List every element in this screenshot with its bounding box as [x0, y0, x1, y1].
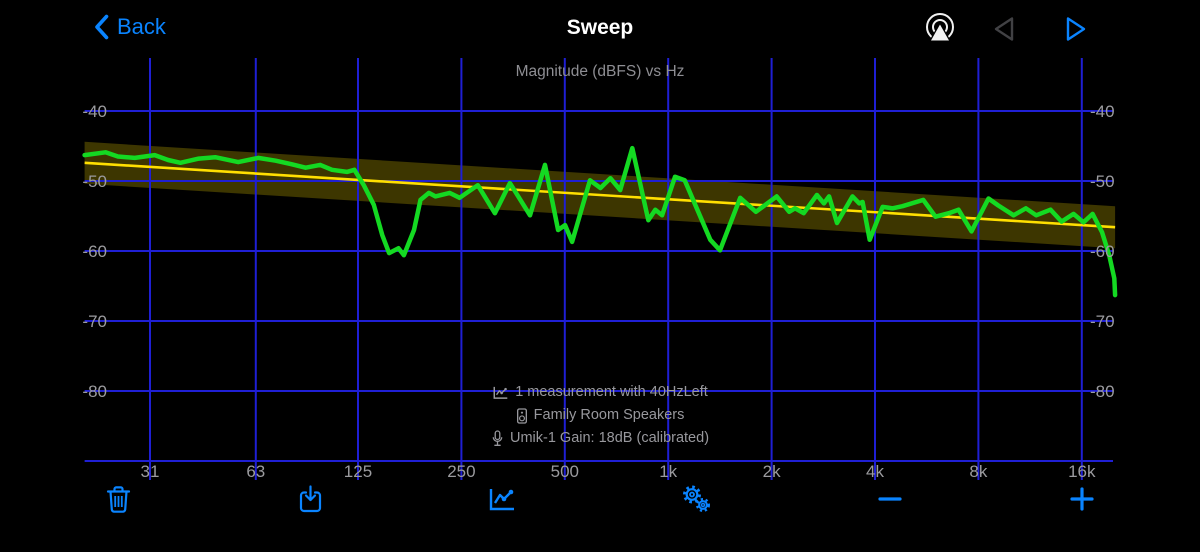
y-tick-label: -60 [82, 242, 107, 261]
line-chart-icon [493, 386, 508, 399]
minus-icon [878, 497, 902, 501]
chart-title: Magnitude (dBFS) vs Hz [516, 63, 685, 80]
nav-bar: Back Sweep [0, 0, 1200, 56]
speaker-name-row: Family Room Speakers [0, 404, 1200, 427]
next-measurement-button[interactable] [1058, 11, 1094, 47]
y-tick-label: -70 [82, 312, 107, 331]
back-button[interactable]: Back [94, 14, 166, 40]
speaker-name-text: Family Room Speakers [533, 407, 685, 423]
y-tick-label: -80 [82, 382, 107, 401]
y-tick-label: -50 [82, 172, 107, 191]
axis-labels: -40 -40 -50 -50 -60 -60 -70 -70 -80 -80 31 63 125 250… [82, 102, 1114, 481]
x-tick-label: 16k [1068, 462, 1096, 481]
airplay-audio-icon [926, 13, 954, 42]
speaker-icon [516, 407, 527, 424]
x-tick-label: 500 [551, 462, 579, 481]
x-tick-label: 1k [659, 462, 677, 481]
next-triangle-icon [1066, 17, 1086, 41]
measurement-count-row: 1 measurement with 40HzLeft [0, 381, 1200, 404]
x-tick-label: 125 [344, 462, 372, 481]
microphone-text: Umik-1 Gain: 18dB (calibrated) [509, 430, 710, 446]
x-tick-label: 31 [141, 462, 160, 481]
measurement-count-text: 1 measurement with 40HzLeft [515, 384, 708, 400]
y-tick-label: -70 [1090, 312, 1115, 331]
microphone-row: Umik-1 Gain: 18dB (calibrated) [0, 427, 1200, 450]
prev-triangle-icon [994, 17, 1014, 41]
x-tick-label: 8k [969, 462, 987, 481]
zoom-in-button[interactable] [1060, 477, 1104, 521]
gears-icon [682, 485, 710, 512]
y-tick-label: -80 [1090, 382, 1115, 401]
trash-icon [106, 486, 130, 513]
chart-view-button[interactable] [480, 477, 524, 521]
y-tick-label: -40 [82, 102, 107, 121]
measurement-info: 1 measurement with 40HzLeft Family Room … [0, 381, 1200, 450]
x-tick-label: 63 [246, 462, 265, 481]
y-tick-label: -60 [1090, 242, 1115, 261]
grid-lines [84, 58, 1113, 480]
prev-measurement-button[interactable] [986, 11, 1022, 47]
airplay-button[interactable] [922, 11, 958, 47]
download-icon [299, 485, 321, 513]
measurement-curve [82, 145, 1118, 298]
x-tick-label: 250 [447, 462, 475, 481]
microphone-icon [492, 430, 503, 446]
target-line [84, 161, 1116, 229]
plus-icon [1070, 487, 1094, 511]
export-button[interactable] [288, 477, 332, 521]
x-tick-label: 4k [866, 462, 884, 481]
zoom-out-button[interactable] [868, 477, 912, 521]
back-chevron-icon [95, 14, 109, 40]
settings-button[interactable] [674, 477, 718, 521]
y-tick-label: -40 [1090, 102, 1115, 121]
back-button-label: Back [117, 14, 166, 39]
x-tick-label: 2k [763, 462, 781, 481]
delete-button[interactable] [96, 477, 140, 521]
y-tick-label: -50 [1090, 172, 1115, 191]
line-chart-icon [489, 489, 514, 511]
